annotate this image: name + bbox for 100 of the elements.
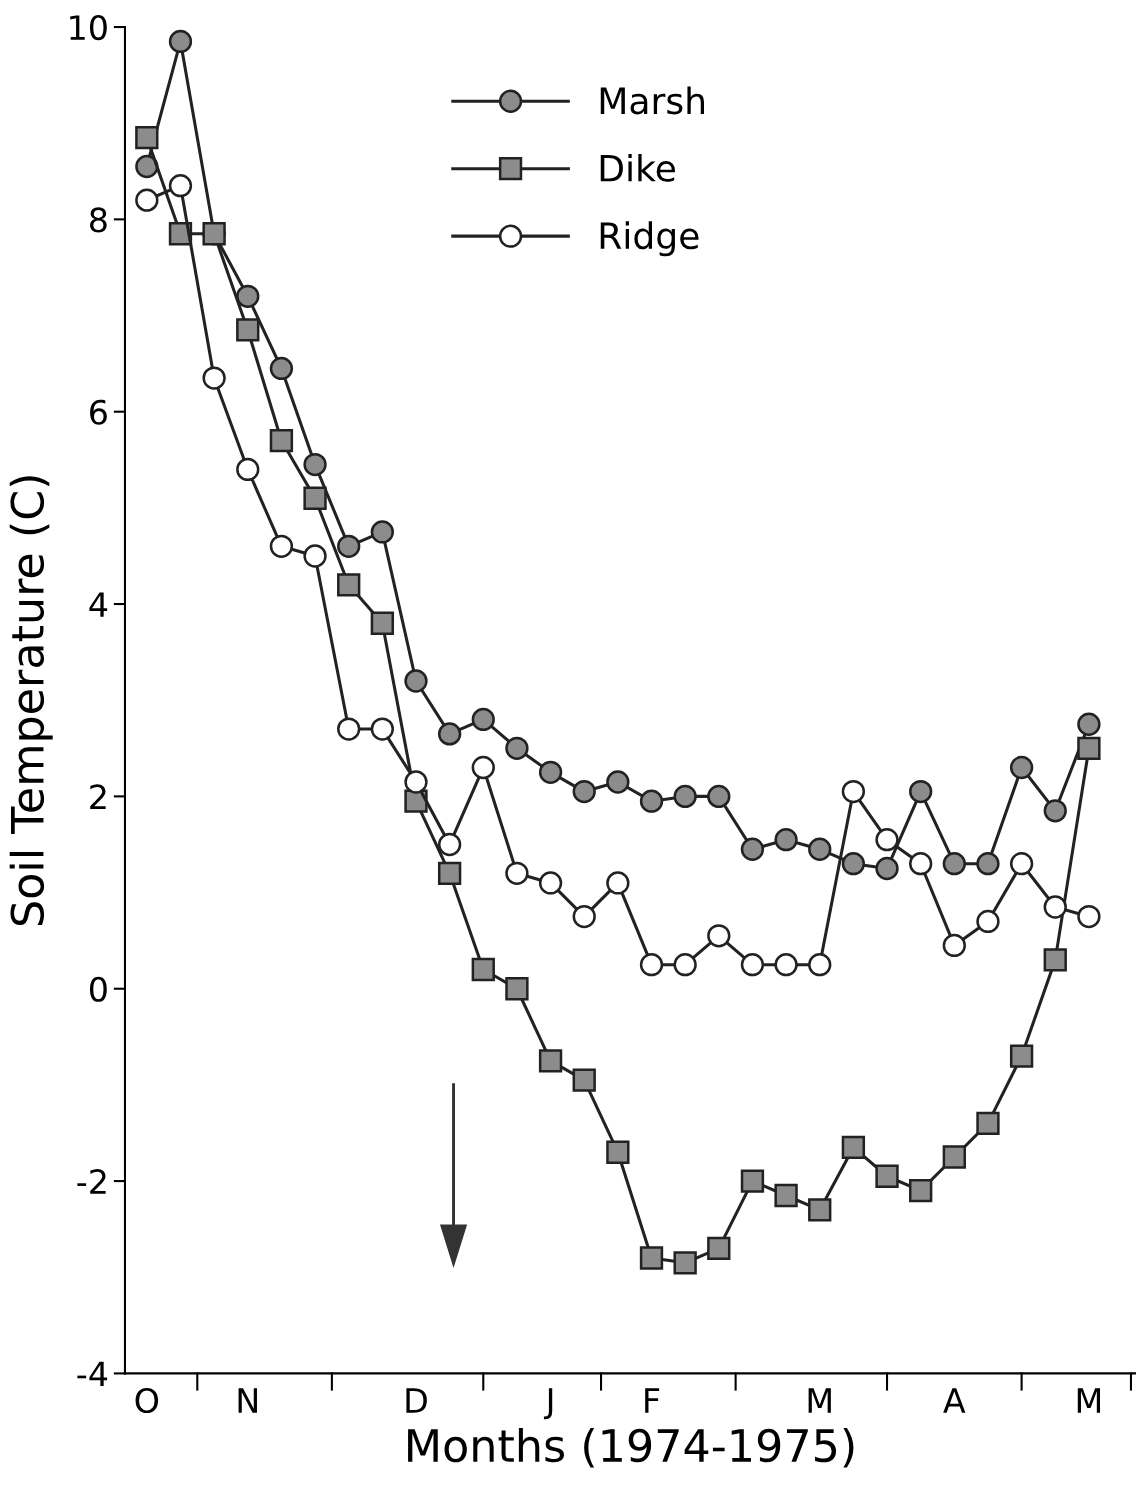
point [538,871,563,895]
point [471,755,495,780]
x-tick-label: M [808,1388,831,1413]
point [370,611,395,635]
point [1077,904,1101,929]
x-tick-label: J [543,1388,553,1420]
point [841,852,866,876]
point [471,957,495,982]
point [740,953,765,977]
point [303,486,327,510]
point [168,29,193,54]
y-tick-label: -2 [77,1169,106,1194]
point [168,174,193,198]
point [1043,799,1067,823]
point [572,1068,596,1092]
point [639,1246,664,1270]
point [841,779,866,804]
point [471,707,495,732]
point [606,1140,630,1164]
point [976,852,1000,876]
point [202,222,226,246]
point [942,852,966,876]
point [707,784,731,809]
point [740,1169,765,1193]
point [740,837,765,861]
point [505,736,529,760]
point [236,318,260,342]
point [639,953,664,977]
point [1009,1044,1034,1068]
point [808,1198,832,1222]
point [774,1183,798,1208]
point [1009,755,1034,780]
point [538,760,563,785]
point [337,717,361,741]
point [942,1145,966,1169]
point [370,520,395,544]
y-tick-label: 10 [70,14,107,41]
y-tick-label: -4 [77,1361,108,1387]
point [505,977,529,1001]
point [538,1049,563,1073]
point [269,428,294,453]
y-tick-label: 0 [89,976,107,1002]
x-tick-label: F [645,1388,660,1413]
y-tick-label: 8 [90,207,107,233]
x-tick-label: A [943,1388,966,1413]
point [135,154,159,179]
y-tick-label: 4 [89,592,108,617]
point [1009,852,1034,876]
point [370,717,395,741]
point [673,784,697,809]
point [875,828,899,852]
point [437,722,462,746]
point [976,909,1000,934]
x-tick-label: N [238,1388,257,1413]
legend-label: Ridge [600,221,699,257]
point [1077,736,1101,760]
point [808,837,832,861]
point [337,573,361,597]
point [707,1236,731,1261]
point [808,953,832,977]
point [202,366,226,390]
point [404,669,428,693]
point [875,1164,899,1188]
point [673,1251,697,1275]
point [303,544,327,568]
point [269,356,294,381]
x-axis-title: Months (1974-1975) [408,1427,854,1468]
point [303,452,327,477]
point [707,924,731,948]
legend-label: Dike [600,153,675,182]
point [606,871,630,895]
point [437,832,462,857]
point [774,953,798,977]
y-tick-label: 2 [90,784,106,810]
point [942,933,966,958]
point [606,770,630,794]
point [1043,948,1067,972]
point [337,534,361,559]
point [135,188,159,212]
point [1077,712,1101,736]
point [135,125,159,150]
point [909,852,933,876]
point [437,861,462,885]
point [774,828,798,852]
x-tick-label: D [406,1388,427,1413]
point [909,779,933,804]
point [875,856,899,881]
point [639,789,664,813]
point [976,1111,1000,1136]
point [909,1179,933,1203]
legend-label: Marsh [600,86,704,115]
point [505,861,529,885]
point [236,457,260,482]
y-axis-title: Soil Temperature (C) [9,476,53,926]
x-tick-label: O [135,1387,159,1414]
point [269,534,294,559]
point [572,779,596,804]
point [572,904,596,929]
point [404,770,428,794]
point [236,284,260,308]
